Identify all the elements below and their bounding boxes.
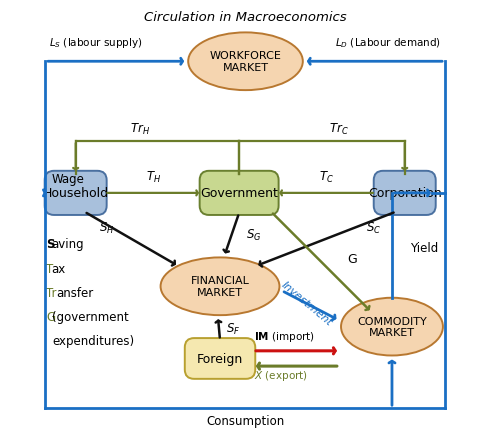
Text: G: G: [347, 252, 356, 266]
Ellipse shape: [341, 298, 443, 356]
Text: $L_D$ (Labour demand): $L_D$ (Labour demand): [335, 37, 441, 50]
Text: $S_F$: $S_F$: [226, 321, 240, 336]
Text: ax: ax: [52, 262, 66, 275]
Text: ansfer: ansfer: [56, 286, 93, 299]
FancyBboxPatch shape: [200, 172, 278, 215]
FancyBboxPatch shape: [185, 338, 255, 379]
Text: $T_H$: $T_H$: [145, 169, 161, 184]
Text: (government: (government: [52, 310, 129, 323]
Ellipse shape: [161, 258, 279, 316]
Text: $T_C$: $T_C$: [319, 169, 333, 184]
Text: WORKFORCE
MARKET: WORKFORCE MARKET: [210, 51, 281, 73]
Text: expenditures): expenditures): [52, 335, 134, 347]
Text: Corporation: Corporation: [368, 187, 441, 200]
Text: T: T: [46, 262, 53, 275]
Text: G: G: [46, 310, 55, 323]
Text: aving: aving: [52, 238, 84, 251]
Text: Consumption: Consumption: [206, 414, 285, 427]
Text: Household: Household: [43, 187, 109, 200]
Text: $L_S$ (labour supply): $L_S$ (labour supply): [50, 36, 143, 50]
Text: Foreign: Foreign: [197, 352, 243, 365]
FancyBboxPatch shape: [45, 172, 107, 215]
Text: Wage: Wage: [52, 173, 84, 186]
Text: Circulation in Macroeconomics: Circulation in Macroeconomics: [144, 11, 347, 24]
Text: $S_H$: $S_H$: [99, 221, 114, 236]
Text: Investment: Investment: [280, 280, 334, 328]
Text: Tr: Tr: [46, 286, 56, 299]
Text: COMMODITY
MARKET: COMMODITY MARKET: [357, 316, 427, 338]
Text: $Tr_H$: $Tr_H$: [131, 121, 150, 136]
Text: Yield: Yield: [410, 241, 438, 254]
Text: S: S: [46, 238, 55, 251]
Text: FINANCIAL
MARKET: FINANCIAL MARKET: [191, 276, 249, 298]
Text: $Tr_C$: $Tr_C$: [329, 121, 349, 136]
Text: $S_C$: $S_C$: [366, 221, 382, 236]
Ellipse shape: [188, 33, 303, 91]
FancyBboxPatch shape: [374, 172, 436, 215]
Text: Government: Government: [200, 187, 278, 200]
Text: $S_G$: $S_G$: [246, 227, 261, 243]
Text: $X$ (export): $X$ (export): [254, 369, 308, 382]
Text: $\mathbf{IM}$ (import): $\mathbf{IM}$ (import): [254, 329, 315, 344]
